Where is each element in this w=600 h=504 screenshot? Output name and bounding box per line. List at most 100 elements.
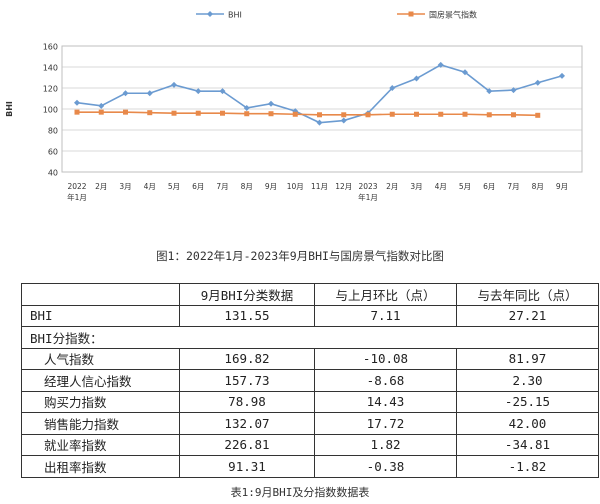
x-tick-label-sub: 年1月 [67,192,87,202]
data-point-bhi [74,99,80,106]
data-point-bhi [146,90,153,97]
data-point-bhi [243,104,250,111]
data-point-bhi [389,85,396,91]
row-name: 购买力指数 [21,390,180,413]
x-tick-label: 10月 [287,182,304,191]
data-point-bhi [462,69,468,76]
data-point-bhi [437,61,444,68]
x-tick-label: 11月 [311,182,328,191]
figure-caption: 图1：2022年1月-2023年9月BHI与国房景气指数对比图 [156,249,444,263]
row-mom: 1.82 [314,433,457,456]
table-row: 出租率指数 91.31 -0.38 -1.82 [21,455,599,478]
header-value: 9月BHI分类数据 [179,283,315,306]
x-tick-label: 4月 [144,182,156,191]
x-tick-label: 8月 [532,182,544,191]
section-label: BHI分指数： [21,326,180,349]
row-mom: -0.38 [314,455,457,478]
row-name: BHI [21,304,180,327]
x-tick-label: 6月 [483,182,495,191]
row-yoy: -34.81 [456,433,599,456]
data-point-guofang [244,111,250,117]
legend-label: BHI [228,11,242,20]
plot-frame [61,45,583,173]
series-line-guofang [77,111,538,117]
data-point-guofang [74,109,80,115]
header-yoy: 与去年同比（点） [456,283,599,306]
row-yoy: -25.15 [456,390,599,413]
x-tick-label: 9月 [265,182,277,191]
table-section-row: BHI分指数： [21,326,599,349]
data-point-bhi [219,88,226,95]
table-caption: 表1:9月BHI及分指数数据表 [230,486,370,499]
table-row-bhi: BHI 131.55 7.11 27.21 [21,304,599,327]
row-value: 131.55 [179,304,315,327]
row-yoy: 2.30 [456,369,599,392]
data-point-bhi [340,117,347,124]
x-tick-label: 3月 [119,182,131,191]
header-blank [21,283,180,306]
row-yoy: 27.21 [456,304,599,327]
x-tick-label: 7月 [216,182,228,191]
data-point-guofang [317,112,322,118]
x-tick-label: 9月 [556,182,568,191]
x-tick-label: 3月 [410,182,422,191]
y-tick-label: 80 [48,127,58,136]
data-point-guofang [438,111,444,117]
table-row: 经理人信心指数 157.73 -8.68 2.30 [21,369,599,392]
x-tick-label: 2月 [386,182,398,191]
row-value: 132.07 [179,412,315,435]
row-name: 销售能力指数 [21,412,180,435]
table-header-row: 9月BHI分类数据 与上月环比（点） 与去年同比（点） [21,283,599,306]
table-row: 就业率指数 226.81 1.82 -34.81 [21,433,599,456]
row-yoy: -1.82 [456,455,599,478]
data-point-guofang [220,110,225,116]
y-tick-label: 100 [43,106,58,115]
y-tick-label: 140 [43,64,58,73]
data-point-guofang [511,112,516,118]
x-tick-label: 2022 [67,182,86,191]
data-point-bhi [534,79,541,86]
data-point-guofang [195,110,201,116]
legend-marker [207,11,213,17]
section-blank [179,326,315,349]
x-tick-label: 2月 [95,182,107,191]
row-name: 人气指数 [21,347,180,370]
x-tick-label: 7月 [507,182,519,191]
data-point-guofang [535,112,541,118]
y-tick-label: 160 [43,43,58,52]
data-point-guofang [171,110,177,116]
data-point-guofang [147,110,153,116]
x-tick-label: 8月 [241,182,253,191]
data-point-bhi [413,75,420,82]
row-yoy: 81.97 [456,347,599,370]
legend-label: 国房景气指数 [429,10,477,20]
data-point-guofang [292,111,298,117]
bhi-data-table: 9月BHI分类数据 与上月环比（点） 与去年同比（点） BHI 131.55 7… [21,283,599,478]
data-point-bhi [171,81,177,88]
x-tick-label: 6月 [192,182,204,191]
row-yoy: 42.00 [456,412,599,435]
row-value: 226.81 [179,433,315,456]
table-row: 人气指数 169.82 -10.08 81.97 [21,347,599,370]
data-point-guofang [98,109,104,115]
y-tick-label: 60 [48,148,58,157]
data-point-bhi [122,90,129,97]
table-row: 销售能力指数 132.07 17.72 42.00 [21,412,599,435]
data-point-bhi [98,102,105,109]
row-name: 经理人信心指数 [21,369,180,392]
data-point-guofang [462,111,468,117]
data-point-bhi [559,72,565,79]
row-mom: 14.43 [314,390,457,413]
row-value: 169.82 [179,347,315,370]
data-point-guofang [268,111,274,117]
row-value: 157.73 [179,369,315,392]
y-tick-label: 40 [48,169,58,178]
table-row: 购买力指数 78.98 14.43 -25.15 [21,390,599,413]
row-mom: 17.72 [314,412,457,435]
row-mom: -8.68 [314,369,457,392]
data-point-guofang [414,111,419,117]
x-tick-label: 12月 [335,182,352,191]
data-point-bhi [195,88,202,95]
row-value: 78.98 [179,390,315,413]
